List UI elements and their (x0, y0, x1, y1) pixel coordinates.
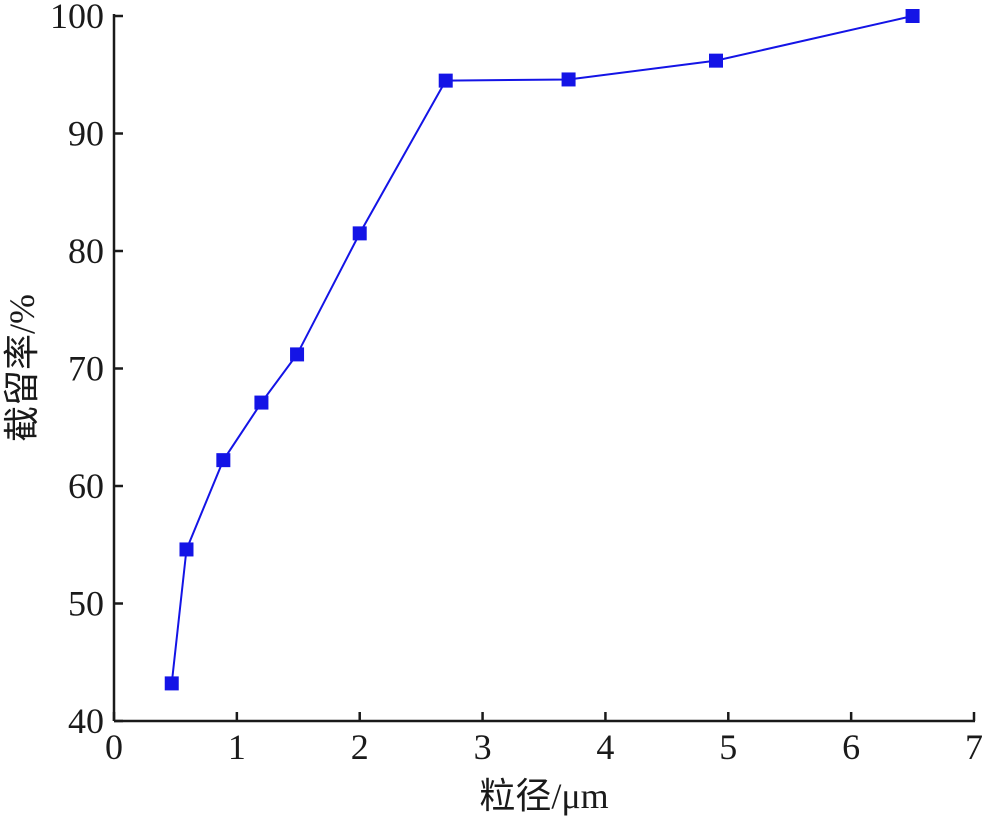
x-tick-label: 0 (105, 727, 123, 767)
data-point (216, 453, 231, 468)
x-tick-label: 2 (351, 727, 369, 767)
y-axis-label: 截留率/% (2, 294, 42, 442)
x-axis-label: 粒径/μm (479, 776, 608, 816)
data-point (290, 347, 305, 362)
data-point (905, 9, 920, 23)
y-tick-label: 80 (68, 231, 104, 271)
x-tick-label: 7 (965, 727, 983, 767)
data-point (561, 72, 576, 87)
data-line (170, 15, 913, 684)
data-point (352, 226, 367, 241)
y-tick-label: 40 (68, 701, 104, 741)
data-point (438, 73, 453, 88)
data-point (179, 542, 194, 557)
data-point (254, 395, 269, 410)
y-tick-label: 60 (68, 466, 104, 506)
y-tick-label: 90 (68, 114, 104, 154)
x-tick-label: 1 (228, 727, 246, 767)
y-tick-label: 100 (50, 0, 104, 36)
y-tick-label: 70 (68, 349, 104, 389)
data-point (164, 676, 179, 691)
x-tick-label: 3 (474, 727, 492, 767)
x-tick-label: 6 (842, 727, 860, 767)
y-tick-label: 50 (68, 584, 104, 624)
data-point (709, 53, 723, 68)
x-tick-label: 4 (596, 727, 614, 767)
x-tick-label: 5 (719, 727, 737, 767)
